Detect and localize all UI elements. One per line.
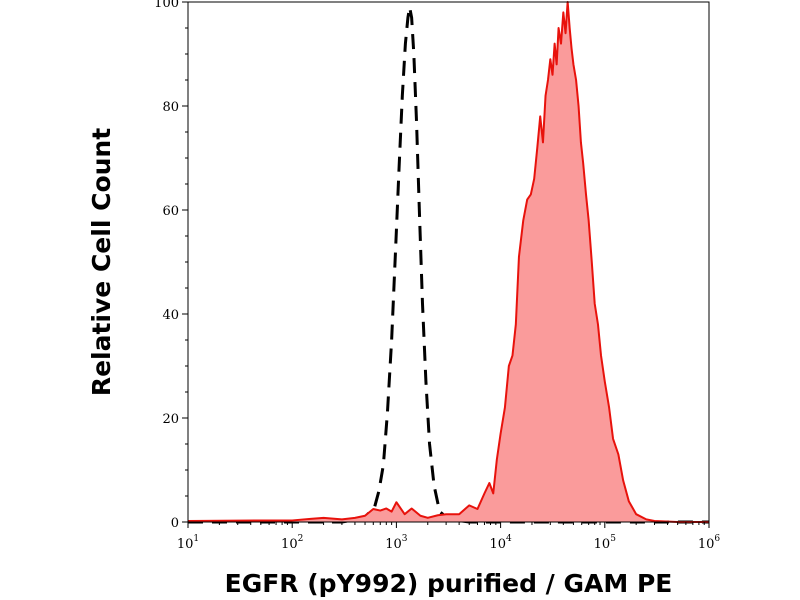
x-tick-exponent: 6 [714, 534, 720, 544]
x-tick-label: 102 [281, 534, 303, 552]
plot-frame [187, 1, 710, 523]
x-tick-base: 10 [281, 537, 298, 552]
y-tick-label: 40 [162, 308, 179, 323]
y-tick-label: 100 [154, 0, 179, 11]
x-tick-label: 105 [594, 534, 617, 552]
x-tick-exponent: 2 [298, 534, 304, 544]
x-tick-label: 101 [177, 534, 199, 552]
x-tick-exponent: 1 [193, 534, 199, 544]
y-tick-label: 0 [171, 516, 179, 531]
x-tick-label: 103 [385, 534, 408, 552]
y-axis-title: Relative Cell Count [87, 128, 116, 396]
y-axis: 0 20 40 60 80 100 [154, 0, 188, 531]
x-tick-base: 10 [698, 537, 715, 552]
series-layer [187, 1, 709, 524]
x-tick-label: 104 [489, 534, 512, 552]
x-tick-exponent: 4 [506, 534, 512, 544]
x-tick-base: 10 [385, 537, 402, 552]
y-tick-label: 20 [162, 412, 179, 427]
series-0-line [188, 5, 709, 524]
x-tick-label: 106 [698, 534, 721, 552]
series-1-area [188, 2, 709, 522]
y-tick-label: 60 [162, 204, 179, 219]
y-tick-label: 80 [162, 100, 179, 115]
x-tick-base: 10 [594, 537, 611, 552]
x-tick-exponent: 5 [610, 534, 616, 544]
x-axis: 101 102 103 104 105 106 [177, 522, 721, 552]
x-tick-base: 10 [489, 537, 506, 552]
x-tick-exponent: 3 [402, 534, 408, 544]
series-1-line [187, 1, 709, 523]
x-axis-title: EGFR (pY992) purified / GAM PE [225, 569, 673, 598]
x-tick-base: 10 [177, 537, 194, 552]
